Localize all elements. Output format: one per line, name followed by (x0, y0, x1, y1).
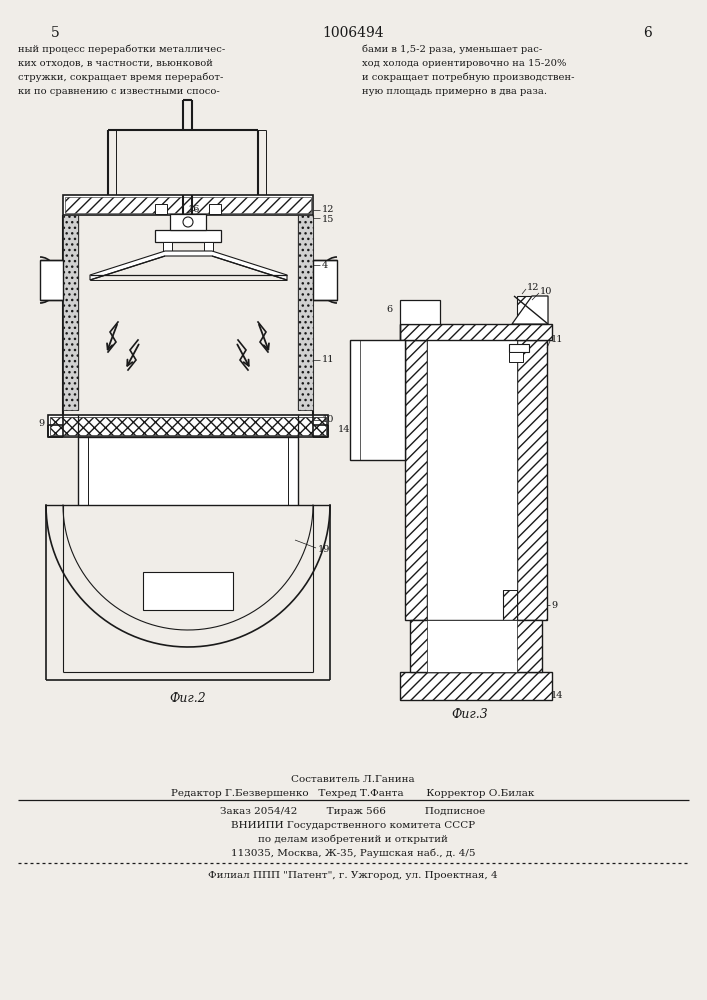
Bar (209, 204, 221, 214)
Polygon shape (40, 260, 63, 300)
Bar (410, 620, 542, 672)
Text: 11: 11 (551, 336, 563, 344)
Text: ный процесс переработки металличес-: ный процесс переработки металличес- (18, 45, 226, 54)
Bar (427, 620, 517, 672)
Bar (155, 204, 167, 214)
Bar (509, 352, 523, 362)
Text: ную площадь примерно в два раза.: ную площадь примерно в два раза. (362, 87, 547, 96)
Text: 12: 12 (527, 284, 539, 292)
Bar (509, 344, 529, 352)
Text: 16: 16 (188, 206, 200, 215)
Bar (298, 215, 313, 410)
Bar (78, 437, 298, 505)
Bar (517, 340, 547, 620)
Bar (50, 417, 326, 435)
Text: бами в 1,5-2 раза, уменьшает рас-: бами в 1,5-2 раза, уменьшает рас- (362, 45, 542, 54)
Text: 9: 9 (39, 420, 45, 428)
Text: 6: 6 (387, 306, 393, 314)
Bar (503, 590, 517, 620)
Text: Редактор Г.Безвершенко   Техред Т.Фанта       Корректор О.Билак: Редактор Г.Безвершенко Техред Т.Фанта Ко… (171, 789, 534, 798)
Bar (427, 340, 517, 620)
Text: ВНИИПИ Государственного комитета СССР: ВНИИПИ Государственного комитета СССР (231, 821, 475, 830)
Bar (405, 340, 427, 620)
Text: 15: 15 (322, 216, 334, 225)
Text: 9: 9 (551, 600, 557, 609)
Text: Филиал ППП "Патент", г. Ужгород, ул. Проектная, 4: Филиал ППП "Патент", г. Ужгород, ул. Про… (208, 871, 498, 880)
Text: ход холода ориентировочно на 15-20%: ход холода ориентировочно на 15-20% (362, 59, 566, 68)
Bar (143, 572, 233, 610)
Text: Фиг.2: Фиг.2 (170, 692, 206, 705)
Polygon shape (400, 300, 440, 340)
Text: 19: 19 (318, 546, 330, 554)
Text: 113035, Москва, Ж-35, Раушская наб., д. 4/5: 113035, Москва, Ж-35, Раушская наб., д. … (230, 849, 475, 858)
Text: 10: 10 (322, 416, 334, 424)
Bar (170, 214, 206, 230)
Bar (163, 242, 172, 251)
Bar (63, 215, 78, 410)
Bar (65, 197, 311, 213)
Bar (63, 195, 313, 215)
Text: 11: 11 (322, 356, 334, 364)
Text: 10: 10 (540, 288, 552, 296)
Bar (350, 340, 405, 460)
Text: 6: 6 (643, 26, 653, 40)
Bar (400, 672, 552, 700)
Bar (155, 230, 221, 242)
Bar (48, 415, 328, 437)
Bar (204, 242, 213, 251)
Text: 1006494: 1006494 (322, 26, 384, 40)
Text: Фиг.3: Фиг.3 (452, 708, 489, 721)
Text: стружки, сокращает время переработ-: стружки, сокращает время переработ- (18, 73, 223, 83)
Text: Составитель Л.Ганина: Составитель Л.Ганина (291, 775, 415, 784)
Polygon shape (313, 260, 337, 300)
Text: 14: 14 (551, 690, 563, 700)
Bar (517, 296, 547, 324)
Text: ких отходов, в частности, вьюнковой: ких отходов, в частности, вьюнковой (18, 59, 213, 68)
Text: и сокращает потребную производствен-: и сокращает потребную производствен- (362, 73, 575, 83)
Text: 5: 5 (51, 26, 59, 40)
Polygon shape (512, 296, 548, 324)
Text: Заказ 2054/42         Тираж 566            Подписное: Заказ 2054/42 Тираж 566 Подписное (221, 807, 486, 816)
Text: по делам изобретений и открытий: по делам изобретений и открытий (258, 835, 448, 844)
Polygon shape (90, 251, 287, 280)
Text: 4: 4 (322, 260, 328, 269)
Text: 14: 14 (338, 426, 351, 434)
Text: ки по сравнению с известными спосо-: ки по сравнению с известными спосо- (18, 87, 220, 96)
Text: 12: 12 (322, 206, 334, 215)
Bar (400, 324, 552, 340)
